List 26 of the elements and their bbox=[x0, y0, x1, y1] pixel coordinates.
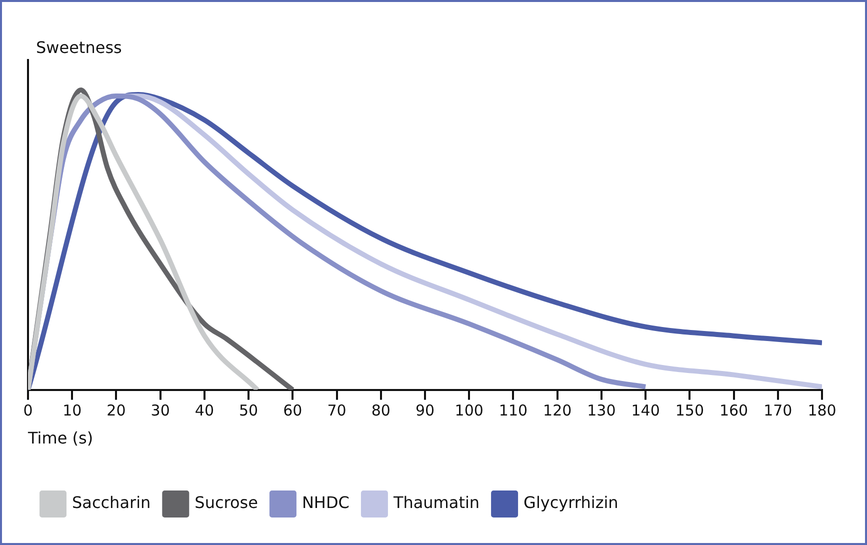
legend-label: Sucrose bbox=[194, 493, 258, 512]
x-tick-label: 100 bbox=[454, 402, 484, 420]
x-tick-label: 90 bbox=[415, 402, 435, 420]
legend-label: Saccharin bbox=[72, 493, 151, 512]
x-tick-label: 150 bbox=[675, 402, 704, 420]
x-tick-label: 20 bbox=[106, 402, 126, 420]
x-tick-label: 40 bbox=[194, 402, 214, 420]
x-tick-label: 10 bbox=[62, 402, 82, 420]
x-tick-label: 80 bbox=[371, 402, 390, 420]
x-tick-label: 120 bbox=[543, 402, 572, 420]
x-tick-label: 140 bbox=[631, 402, 660, 420]
x-axis-title: Time (s) bbox=[27, 428, 94, 448]
x-tick-label: 0 bbox=[23, 402, 33, 420]
x-tick-label: 30 bbox=[150, 402, 170, 420]
x-tick-label: 70 bbox=[327, 402, 346, 420]
legend-label: NHDC bbox=[302, 493, 350, 512]
y-axis-title: Sweetness bbox=[36, 38, 122, 57]
x-tick-label: 60 bbox=[283, 402, 302, 420]
legend-label: Thaumatin bbox=[392, 493, 480, 512]
x-tick-label: 50 bbox=[239, 402, 258, 420]
x-tick-label: 110 bbox=[498, 402, 528, 420]
x-tick-label: 130 bbox=[587, 402, 616, 420]
x-tick-label: 170 bbox=[764, 402, 792, 420]
legend-label: Glycyrrhizin bbox=[524, 493, 618, 512]
x-tick-label: 160 bbox=[719, 402, 748, 420]
x-tick-label: 180 bbox=[808, 402, 836, 420]
